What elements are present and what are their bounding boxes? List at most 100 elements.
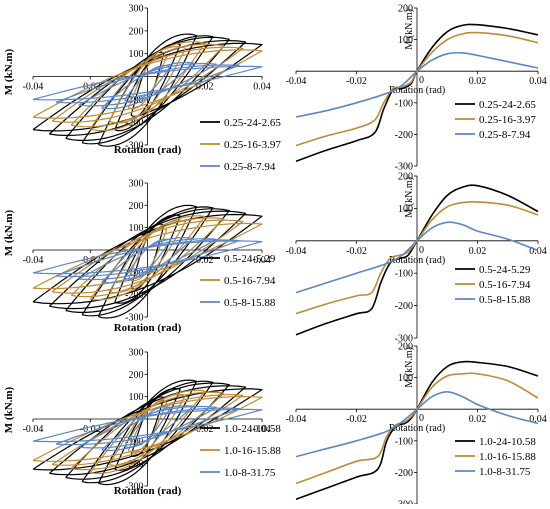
hysteresis-loop [89, 389, 206, 474]
legend-label: 0.25-8-7.94 [479, 129, 531, 141]
y-axis-title: M (kN.m) [3, 386, 15, 433]
x-tick-label: 0.04 [253, 82, 271, 93]
y-tick-label: -200 [395, 130, 413, 141]
y-tick-label: 100 [398, 373, 413, 384]
legend-label: 0.25-16-3.97 [479, 114, 536, 126]
hysteresis-loop [78, 62, 217, 107]
x-axis-title: Rotation (rad) [114, 144, 182, 156]
y-tick-label: -300 [125, 482, 143, 493]
x-tick-label: 0.04 [529, 76, 547, 87]
series-line-0.5-16-7.94 [295, 200, 539, 315]
y-tick-label: -100 [125, 268, 143, 279]
hysteresis-loop [32, 49, 263, 119]
legend-label: 1.0-24-10.58 [479, 436, 536, 448]
x-tick-label: -0.04 [23, 255, 44, 266]
hysteresis-loop [70, 43, 225, 128]
x-tick-label: 0.02 [196, 82, 214, 93]
x-tick-label: -0.04 [286, 414, 307, 425]
legend-label: 1.0-16-15.88 [224, 445, 281, 457]
x-tick-label: 0.02 [469, 414, 487, 425]
y-tick-label: -200 [125, 118, 143, 129]
legend-label: 1.0-24-10.58 [224, 423, 281, 435]
y-tick-label: 100 [129, 49, 144, 60]
y-axis-title: M (kN.m) [404, 177, 415, 218]
y-tick-label: 200 [129, 201, 144, 212]
x-tick-label: 0.04 [529, 246, 547, 257]
origin-label: 0 [419, 413, 424, 424]
series-line-0.5-8-15.88 [295, 221, 539, 294]
legend-label: 0.25-24-2.65 [479, 99, 536, 111]
hysteresis-loop [114, 43, 181, 132]
y-tick-label: -300 [125, 141, 143, 152]
legend: 1.0-24-10.58 1.0-16-15.88 1.0-8-31.75 [200, 423, 281, 479]
y-tick-label: -100 [125, 437, 143, 448]
series-line-1.0-24-10.58 [295, 360, 539, 501]
series-line-1.0-8-31.75 [295, 390, 539, 458]
x-tick-label: -0.04 [286, 246, 307, 257]
y-tick-label: 200 [398, 172, 413, 183]
series-line-0.25-24-2.65 [295, 23, 539, 163]
series-0.5-8-15.88 [32, 237, 263, 284]
y-axis-title: M (kN.m) [3, 209, 15, 256]
y-tick-label: -200 [395, 468, 413, 479]
chart-env-05: -0.04 -0.02 0.02 0.04 -300 -200 -100 100 200 0 M (… [286, 172, 547, 345]
y-tick-label: -300 [395, 162, 413, 173]
legend-label: 0.5-16-7.94 [224, 275, 276, 287]
x-axis-title: Rotation (rad) [114, 322, 182, 334]
y-tick-label: 200 [129, 370, 144, 381]
y-tick-label: 200 [398, 342, 413, 353]
x-tick-label: 0.02 [196, 255, 214, 266]
x-tick-label: -0.02 [346, 246, 367, 257]
legend-label: 0.5-8-15.88 [479, 294, 531, 306]
hysteresis-loop [101, 237, 194, 284]
legend-label: 1.0-16-15.88 [479, 451, 536, 463]
legend-label: 0.5-16-7.94 [479, 279, 531, 291]
hysteresis-loop [81, 380, 214, 484]
series-line-0.25-16-3.97 [295, 31, 539, 147]
origin-label: 0 [419, 75, 424, 86]
y-tick-label: 200 [129, 26, 144, 37]
legend-label: 0.25-8-7.94 [224, 161, 276, 173]
legend: 0.25-24-2.65 0.25-16-3.97 0.25-8-7.94 [455, 99, 536, 141]
y-tick-label: -300 [125, 313, 143, 324]
series-line-0.5-24-5.29 [295, 184, 539, 336]
chart-hyst-10: -0.04 -0.02 0.02 0.04-300-200-100100200300M… [3, 348, 281, 498]
hysteresis-loop [32, 240, 263, 275]
legend: 0.5-24-5.29 0.5-16-7.94 0.5-8-15.88 [455, 264, 531, 306]
x-axis-title: Rotation (rad) [389, 85, 445, 96]
y-axis-title: M (kN.m) [3, 48, 15, 95]
origin-label: 0 [419, 245, 424, 256]
x-tick-label: 0.02 [196, 424, 214, 435]
y-tick-label: -300 [395, 334, 413, 345]
y-tick-label: 300 [129, 179, 144, 190]
y-axis-title: M (kN.m) [404, 347, 415, 388]
legend-label: 0.25-16-3.97 [224, 139, 281, 151]
y-tick-label: -100 [395, 98, 413, 109]
legend-label: 0.5-24-5.29 [224, 253, 276, 265]
hysteresis-loop [51, 394, 244, 466]
legend: 0.25-24-2.65 0.25-16-3.97 0.25-8-7.94 [200, 117, 281, 173]
x-axis-title: Rotation (rad) [389, 423, 445, 434]
hysteresis-loop [49, 385, 247, 476]
hysteresis-loop [114, 388, 181, 471]
y-tick-label: -100 [395, 436, 413, 447]
hysteresis-loop [65, 208, 230, 313]
chart-hyst-05: -0.04 -0.02 0.02 0.04-300-200-100100200300M… [3, 179, 276, 335]
series-0.25-24-2.65 [32, 33, 263, 147]
legend: 1.0-24-10.58 1.0-16-15.88 1.0-8-31.75 [455, 436, 536, 478]
hysteresis-loop [51, 46, 244, 123]
y-tick-label: 300 [129, 348, 144, 359]
series-line-1.0-16-15.88 [295, 372, 539, 485]
hysteresis-loop [70, 217, 225, 298]
x-tick-label: 0.02 [469, 246, 487, 257]
chart-hyst-025: -0.04 -0.02 0.02 0.04-300-200-100100200300M… [3, 4, 281, 174]
hysteresis-loop [32, 396, 263, 462]
hysteresis-loop [32, 65, 263, 101]
x-tick-label: -0.02 [346, 414, 367, 425]
hysteresis-loop [101, 61, 194, 110]
hysteresis-loop [32, 408, 263, 443]
y-tick-label: 100 [129, 392, 144, 403]
y-tick-label: 100 [129, 223, 144, 234]
y-tick-label: 300 [129, 4, 144, 15]
